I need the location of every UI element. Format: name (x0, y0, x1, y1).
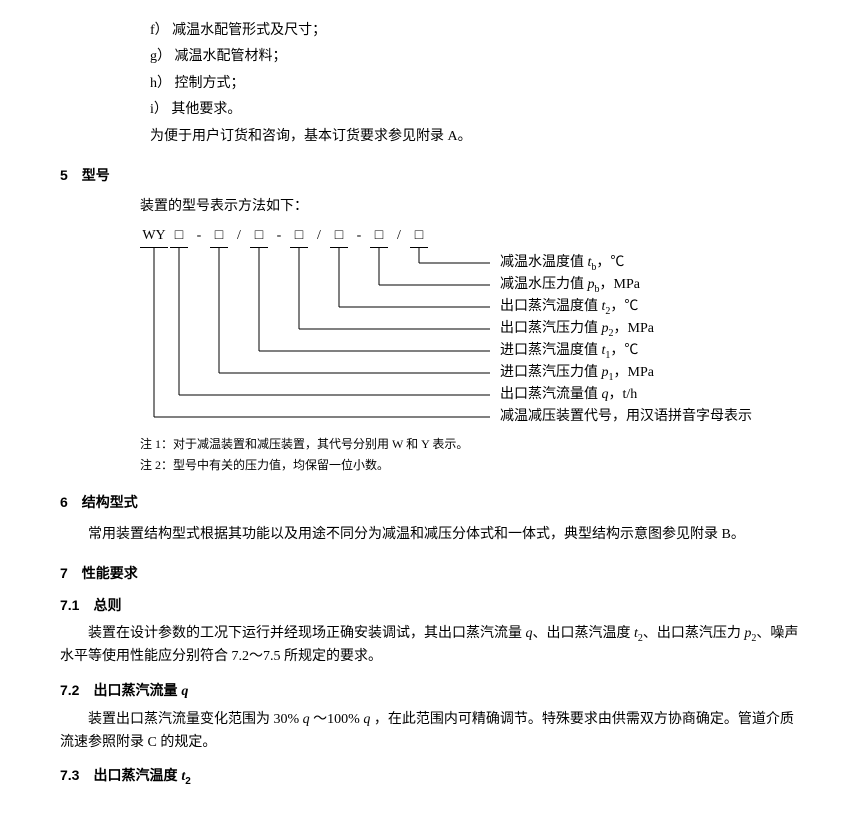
sec6-para: 常用装置结构型式根据其功能以及用途不同分为减温和减压分体式和一体式，典型结构示意… (60, 524, 799, 546)
sec71-text-c: 、出口蒸汽压力 (643, 626, 745, 641)
model-seg: □ (170, 225, 188, 248)
sec72-para: 装置出口蒸汽流量变化范围为 30% q ～100% q ，在此范围内可精确调节。… (60, 709, 799, 754)
sec73-h-text: 7.3 出口蒸汽温度 (60, 767, 181, 783)
sec72-h-sym: q (181, 684, 188, 699)
model-seg: - (350, 225, 368, 247)
model-seg: □ (250, 225, 268, 248)
sec5-note1: 注 1：对于减温装置和减压装置，其代号分别用 W 和 Y 表示。 (140, 435, 799, 454)
sec71-text-b: 、出口蒸汽温度 (533, 626, 635, 641)
model-seg: □ (210, 225, 228, 248)
sec71-para: 装置在设计参数的工况下运行并经现场正确安装调试，其出口蒸汽流量 q、出口蒸汽温度… (60, 623, 799, 669)
diagram-label: 减温减压装置代号，用汉语拼音字母表示 (500, 406, 752, 428)
list-note: 为便于用户订货和咨询，基本订货要求参见附录 A。 (150, 126, 799, 148)
list-item-i: i） 其他要求。 (150, 99, 799, 121)
model-seg: WY (140, 225, 168, 248)
model-seg: - (270, 225, 288, 247)
sec73-h-sub: 2 (185, 776, 191, 787)
diagram-label: 减温水压力值 pb，MPa (500, 274, 752, 296)
model-seg: - (190, 225, 208, 247)
diagram-lines (140, 247, 500, 433)
list-item-g: g） 减温水配管材料； (150, 46, 799, 68)
sec72-heading: 7.2 出口蒸汽流量 q (60, 679, 799, 703)
model-seg: □ (290, 225, 308, 248)
model-seg: □ (330, 225, 348, 248)
sec72-text-a: 装置出口蒸汽流量变化范围为 30% (88, 712, 303, 727)
diagram-label: 减温水温度值 tb，℃ (500, 252, 752, 274)
model-seg: □ (410, 225, 428, 248)
diagram-bracket-row: 减温水温度值 tb，℃减温水压力值 pb，MPa出口蒸汽温度值 t2，℃出口蒸汽… (140, 247, 799, 433)
model-seg: / (390, 225, 408, 247)
diagram-label: 进口蒸汽压力值 p1，MPa (500, 362, 752, 384)
sec71-heading: 7.1 总则 (60, 594, 799, 616)
sec72-text-b: ～100% (310, 712, 364, 727)
sec7-heading: 7 性能要求 (60, 562, 799, 584)
sec71-text-a: 装置在设计参数的工况下运行并经现场正确安装调试，其出口蒸汽流量 (88, 626, 526, 641)
sec6-heading: 6 结构型式 (60, 491, 799, 513)
diagram-label: 出口蒸汽温度值 t2，℃ (500, 296, 752, 318)
model-seg: / (230, 225, 248, 247)
sec72-h-text: 7.2 出口蒸汽流量 (60, 682, 181, 698)
diagram-labels: 减温水温度值 tb，℃减温水压力值 pb，MPa出口蒸汽温度值 t2，℃出口蒸汽… (500, 252, 752, 428)
sec5-intro: 装置的型号表示方法如下： (140, 196, 799, 218)
sym-q-2: q (303, 712, 310, 727)
model-seg: □ (370, 225, 388, 248)
sym-q: q (526, 626, 533, 641)
sec73-heading: 7.3 出口蒸汽温度 t2 (60, 764, 799, 790)
sec5-note2: 注 2：型号中有关的压力值，均保留一位小数。 (140, 456, 799, 475)
diagram-label: 出口蒸汽流量值 q，t/h (500, 384, 752, 406)
diagram-label: 出口蒸汽压力值 p2，MPa (500, 318, 752, 340)
list-item-f: f） 减温水配管形式及尺寸； (150, 20, 799, 42)
sec5-heading: 5 型号 (60, 164, 799, 186)
list-item-h: h） 控制方式； (150, 73, 799, 95)
diagram-label: 进口蒸汽温度值 t1，℃ (500, 340, 752, 362)
model-code-line: WY□-□/□-□/□-□/□ (140, 225, 799, 247)
model-diagram: WY□-□/□-□/□-□/□ 减温水温度值 tb，℃减温水压力值 pb，MPa… (140, 225, 799, 433)
model-seg: / (310, 225, 328, 247)
